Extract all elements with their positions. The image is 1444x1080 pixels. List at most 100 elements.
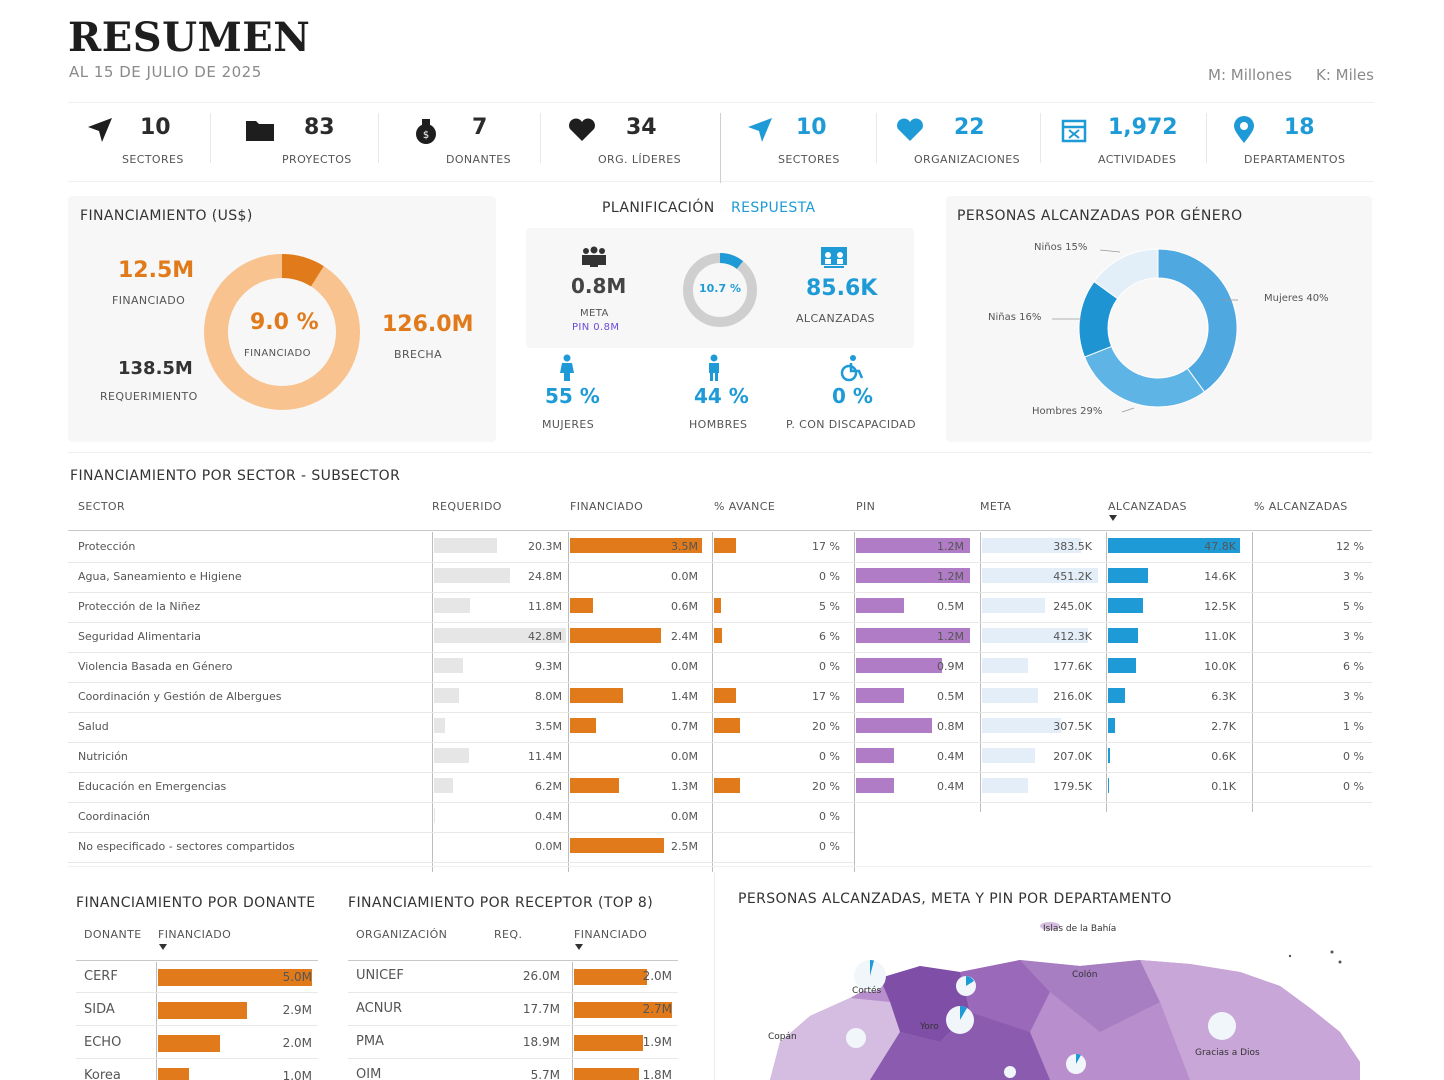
- bar-meta[interactable]: [982, 658, 1028, 673]
- sector-name[interactable]: Nutrición: [78, 750, 128, 763]
- sector-name[interactable]: No especificado - sectores compartidos: [78, 840, 295, 853]
- bar-req[interactable]: [434, 538, 497, 553]
- dept-gracias-a-dios[interactable]: [1140, 960, 1360, 1080]
- sector-name[interactable]: Protección: [78, 540, 136, 553]
- bar-req[interactable]: [434, 718, 445, 733]
- col-recipient-req[interactable]: REQ.: [494, 928, 523, 941]
- bar-meta[interactable]: [982, 778, 1029, 793]
- bar-meta[interactable]: [982, 598, 1045, 613]
- recipient-bar[interactable]: [574, 1002, 672, 1018]
- col-progress[interactable]: % AVANCE: [714, 500, 776, 513]
- bar-av[interactable]: [714, 628, 722, 643]
- dept-yoro[interactable]: [960, 960, 1050, 1032]
- bar-alc[interactable]: [1108, 628, 1139, 643]
- bar-req[interactable]: [434, 658, 463, 673]
- col-organization[interactable]: ORGANIZACIÓN: [356, 928, 448, 941]
- col-recipient-funded[interactable]: FINANCIADO: [574, 928, 648, 941]
- bar-alc[interactable]: [1108, 748, 1110, 763]
- bar-meta[interactable]: [982, 748, 1036, 763]
- bar-av[interactable]: [714, 688, 737, 703]
- sector-name[interactable]: Coordinación y Gestión de Albergues: [78, 690, 282, 703]
- col-sector[interactable]: SECTOR: [78, 500, 126, 513]
- bar-meta[interactable]: [982, 628, 1088, 643]
- col-donor-funded[interactable]: FINANCIADO: [158, 928, 232, 941]
- recipient-name[interactable]: UNICEF: [356, 968, 404, 983]
- bar-fin[interactable]: [570, 778, 620, 793]
- dept-colon[interactable]: [1020, 960, 1160, 1032]
- bar-fin[interactable]: [570, 628, 661, 643]
- col-donor[interactable]: DONANTE: [84, 928, 142, 941]
- bar-pin[interactable]: [856, 598, 904, 613]
- bar-meta[interactable]: [982, 718, 1062, 733]
- col-pct-reached[interactable]: % ALCANZADAS: [1254, 500, 1348, 513]
- bar-alc[interactable]: [1108, 568, 1149, 583]
- bar-req[interactable]: [434, 808, 436, 823]
- bar-req[interactable]: [434, 778, 454, 793]
- bar-pin[interactable]: [856, 688, 904, 703]
- gender-slice-0[interactable]: [1157, 248, 1238, 393]
- honduras-map[interactable]: [720, 912, 1372, 1080]
- donor-bar[interactable]: [158, 969, 312, 986]
- recipient-bar[interactable]: [574, 1068, 640, 1080]
- col-pin[interactable]: PIN: [856, 500, 876, 513]
- sort-desc-icon[interactable]: [575, 944, 583, 950]
- bar-pin[interactable]: [856, 628, 970, 643]
- sector-name[interactable]: Protección de la Niñez: [78, 600, 201, 613]
- donor-name[interactable]: ECHO: [84, 1035, 122, 1050]
- col-reached[interactable]: ALCANZADAS: [1108, 500, 1187, 513]
- donor-bar[interactable]: [158, 1035, 220, 1052]
- tab-response[interactable]: RESPUESTA: [731, 200, 816, 216]
- sector-name[interactable]: Seguridad Alimentaria: [78, 630, 201, 643]
- recipient-bar[interactable]: [574, 969, 647, 985]
- bar-meta[interactable]: [982, 688, 1038, 703]
- donor-bar[interactable]: [158, 1068, 189, 1080]
- bar-req[interactable]: [434, 748, 470, 763]
- sector-name[interactable]: Coordinación: [78, 810, 151, 823]
- recipient-name[interactable]: ACNUR: [356, 1001, 403, 1016]
- dept-central[interactable]: [870, 1012, 1050, 1080]
- bar-req[interactable]: [434, 568, 511, 583]
- bar-av[interactable]: [714, 598, 721, 613]
- recipient-name[interactable]: OIM: [356, 1067, 382, 1080]
- donor-bar[interactable]: [158, 1002, 248, 1019]
- bar-av[interactable]: [714, 538, 737, 553]
- donor-name[interactable]: Korea: [84, 1068, 121, 1080]
- bar-req[interactable]: [434, 628, 566, 643]
- bar-av[interactable]: [714, 718, 740, 733]
- recipient-bar[interactable]: [574, 1035, 643, 1051]
- bar-fin[interactable]: [570, 688, 623, 703]
- gender-slice-3[interactable]: [1093, 248, 1159, 300]
- donor-name[interactable]: CERF: [84, 969, 118, 984]
- bar-fin[interactable]: [570, 838, 665, 853]
- dept-copan[interactable]: [770, 998, 900, 1080]
- sector-name[interactable]: Educación en Emergencias: [78, 780, 227, 793]
- bar-pin[interactable]: [856, 538, 970, 553]
- bar-alc[interactable]: [1108, 658, 1136, 673]
- bar-fin[interactable]: [570, 538, 702, 553]
- gender-slice-1[interactable]: [1083, 345, 1206, 408]
- bar-av[interactable]: [714, 778, 740, 793]
- sector-name[interactable]: Salud: [78, 720, 109, 733]
- bar-alc[interactable]: [1108, 718, 1116, 733]
- col-funded[interactable]: FINANCIADO: [570, 500, 644, 513]
- bar-meta[interactable]: [982, 538, 1081, 553]
- bar-alc[interactable]: [1108, 538, 1240, 553]
- col-meta[interactable]: META: [980, 500, 1012, 513]
- bar-alc[interactable]: [1108, 598, 1143, 613]
- dept-islas-bahia[interactable]: [1040, 922, 1060, 930]
- bar-fin[interactable]: [570, 598, 593, 613]
- recipient-name[interactable]: PMA: [356, 1034, 384, 1049]
- col-required[interactable]: REQUERIDO: [432, 500, 502, 513]
- bar-meta[interactable]: [982, 568, 1098, 583]
- bar-pin[interactable]: [856, 718, 932, 733]
- bar-pin[interactable]: [856, 778, 894, 793]
- bar-pin[interactable]: [856, 658, 942, 673]
- bar-pin[interactable]: [856, 568, 970, 583]
- bar-fin[interactable]: [570, 718, 597, 733]
- sort-desc-icon[interactable]: [159, 944, 167, 950]
- bar-req[interactable]: [434, 688, 459, 703]
- donor-name[interactable]: SIDA: [84, 1002, 115, 1017]
- sector-name[interactable]: Violencia Basada en Género: [78, 660, 233, 673]
- tab-planning[interactable]: PLANIFICACIÓN: [602, 200, 715, 216]
- bar-req[interactable]: [434, 598, 471, 613]
